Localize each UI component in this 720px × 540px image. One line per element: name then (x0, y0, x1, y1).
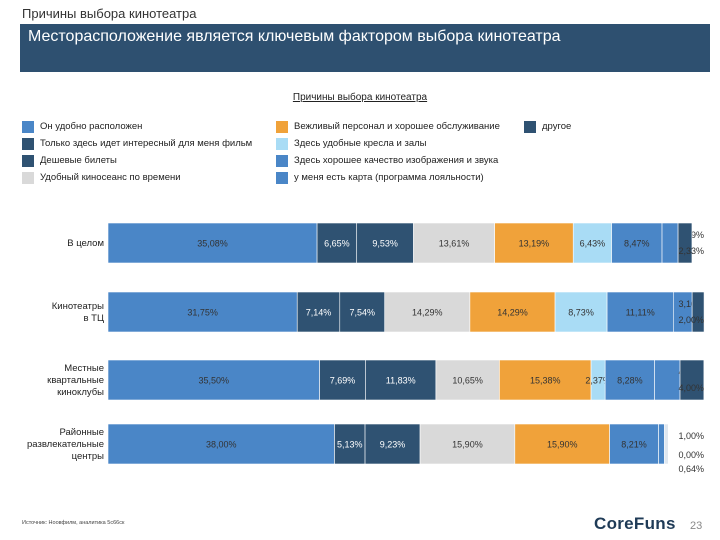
bar-segment (604, 359, 655, 401)
bar-segment (296, 291, 341, 333)
data-label: 0,64% (678, 464, 704, 474)
slide-label: Причины выбора кинотеатра (22, 6, 197, 21)
category-label: Местные квартальные киноклубы (47, 363, 104, 398)
legend-swatch (22, 172, 34, 184)
legend-swatch (276, 121, 288, 133)
chart-title: Причины выбора кинотеатра (292, 92, 428, 103)
bar-segment (661, 222, 679, 264)
data-label: 7,69% (330, 376, 356, 386)
data-label: 7,14% (306, 308, 332, 318)
legend-swatch (524, 121, 536, 133)
data-label: 1,00% (678, 431, 704, 441)
data-label: 11,11% (626, 308, 655, 318)
data-label: 5,13% (337, 440, 363, 450)
bar-segment (494, 222, 574, 264)
data-label: 9,23% (380, 440, 406, 450)
legend-label: Здесь хорошее качество изображения и зву… (294, 155, 499, 166)
page-number: 23 (690, 520, 703, 532)
legend-label: Удобный киносеанс по времени (40, 172, 181, 183)
bar-segment (107, 359, 320, 401)
bar-segment (664, 423, 669, 465)
bar-segment (364, 423, 421, 465)
legend-label: другое (542, 121, 572, 132)
bar-segment (679, 359, 705, 401)
corefuns-logo: CoreFuns (594, 514, 676, 533)
bar-segment (319, 359, 366, 401)
headline-text: Месторасположение является ключевым факт… (28, 28, 561, 45)
headline-banner: Месторасположение является ключевым факт… (20, 24, 710, 72)
bar-segment (499, 359, 592, 401)
legend-swatch (22, 138, 34, 150)
bar-segment (339, 291, 386, 333)
data-label: 7,54% (349, 308, 375, 318)
data-label: 6,65% (324, 239, 350, 249)
bar-segment (384, 291, 471, 333)
data-label: 15,90% (452, 440, 483, 450)
legend-swatch (276, 155, 288, 167)
data-label: 35,08% (197, 239, 228, 249)
legend-label: Только здесь идет интересный для меня фи… (40, 138, 253, 149)
data-label: 35,50% (199, 376, 230, 386)
data-label: 8,21% (621, 440, 647, 450)
bar-segment (365, 359, 437, 401)
bar-segment (107, 291, 298, 333)
source-note: Источник: Ноовфилм, аналитика 5с66ск (22, 520, 125, 526)
data-label: 14,29% (412, 308, 443, 318)
legend-swatch (276, 138, 288, 150)
bar-segment (673, 291, 693, 333)
data-label: 15,38% (530, 376, 561, 386)
data-label: 8,47% (624, 239, 650, 249)
data-label: 9,53% (372, 239, 398, 249)
data-label: 2,37% (585, 376, 611, 386)
data-label: 3,16% (678, 299, 704, 309)
legend-label: Дешевые билеты (40, 155, 117, 166)
bar-segment (514, 423, 610, 465)
data-label: 11,83% (386, 376, 416, 386)
bar-segment (413, 222, 495, 264)
legend-swatch (276, 172, 288, 184)
data-label: 13,61% (439, 239, 470, 249)
data-label: 13,19% (519, 239, 550, 249)
bar-segment (469, 291, 556, 333)
bar-segment (554, 291, 608, 333)
data-label: 31,75% (187, 308, 218, 318)
bar-segment (677, 222, 693, 264)
bar-segment (435, 359, 500, 401)
data-label: 4,00% (678, 383, 704, 393)
bar-segment (658, 423, 665, 465)
data-label: 10,65% (452, 376, 483, 386)
bar-segment (356, 222, 414, 264)
category-label: Районные развлекательные центры (27, 427, 104, 462)
data-label: 0,00% (678, 450, 704, 460)
category-label: Кинотеатры в ТЦ (52, 301, 104, 324)
category-label: В целом (67, 238, 104, 249)
bar-segment (606, 291, 674, 333)
data-label: 8,73% (568, 308, 594, 318)
bar-segment (419, 423, 516, 465)
data-label: 38,00% (206, 440, 237, 450)
legend-label: Он удобно расположен (40, 121, 143, 132)
legend-label: Здесь удобные кресла и залы (294, 138, 427, 149)
data-label: 6,43% (580, 239, 606, 249)
legend-swatch (22, 155, 34, 167)
bar-segment (572, 222, 612, 264)
data-label: 8,28% (617, 376, 643, 386)
legend-label: у меня есть карта (программа лояльности) (294, 172, 484, 183)
bar-segment (691, 291, 705, 333)
data-label: 2,33% (678, 246, 704, 256)
data-label: 15,90% (547, 440, 578, 450)
data-label: 14,29% (497, 308, 528, 318)
legend-label: Вежливый персонал и хорошее обслуживание (294, 121, 500, 132)
data-label: 2,00% (678, 315, 704, 325)
legend-swatch (22, 121, 34, 133)
bar-segment (316, 222, 358, 264)
bar-segment (654, 359, 681, 401)
bar-segment (611, 222, 663, 264)
bar-segment (107, 222, 318, 264)
